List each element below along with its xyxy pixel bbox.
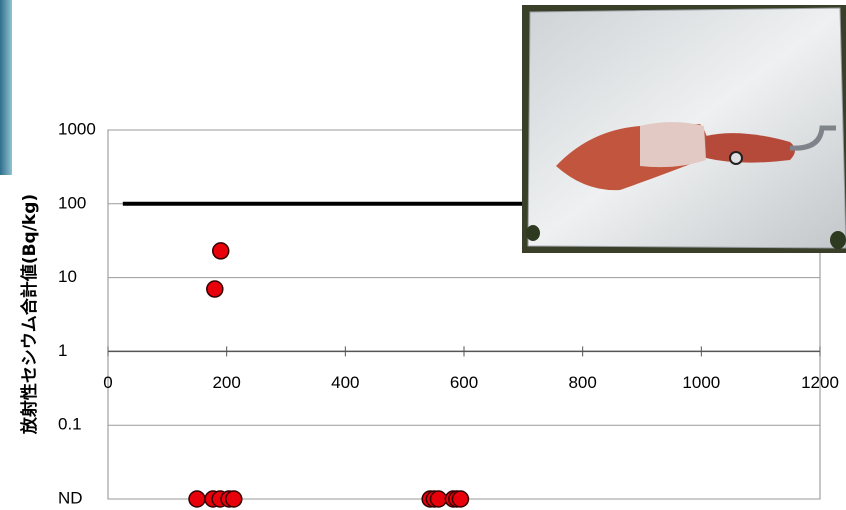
data-point <box>451 490 470 508</box>
x-tick-label: 400 <box>331 373 359 392</box>
data-point <box>206 280 224 298</box>
y-tick-label: ND <box>58 488 83 507</box>
y-tick-label: 1000 <box>58 119 96 138</box>
plot-layer: ND 0.1 1 10 100 1000 0 200 400 600 800 1000 1200 <box>58 119 839 508</box>
x-tick-label: 1000 <box>682 373 720 392</box>
x-tick-label: 0 <box>103 373 112 392</box>
data-point <box>188 490 206 508</box>
x-tick-label: 1200 <box>801 373 839 392</box>
y-tick-label: 100 <box>58 193 86 212</box>
y-axis-label: 放射性セシウム合計値(Bq/kg) <box>19 194 40 435</box>
photo <box>522 5 846 253</box>
x-tick-label: 600 <box>450 373 478 392</box>
y-tick-label: 10 <box>58 267 77 286</box>
x-tick-label: 800 <box>568 373 596 392</box>
x-tick-label: 200 <box>212 373 240 392</box>
photo-strip <box>0 0 12 175</box>
y-tick-label: 0.1 <box>58 415 82 434</box>
data-point <box>225 490 243 508</box>
data-point <box>211 242 230 260</box>
data-point <box>429 490 448 508</box>
y-tick-label: 1 <box>58 341 67 360</box>
